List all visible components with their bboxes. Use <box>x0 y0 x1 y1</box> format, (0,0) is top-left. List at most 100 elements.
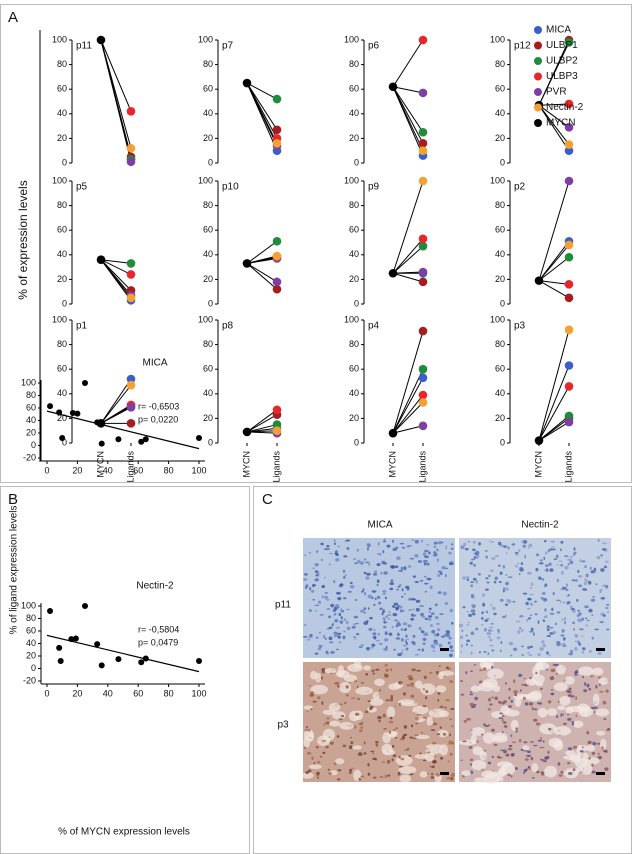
legend-label: MYCN <box>546 118 575 129</box>
point <box>418 127 428 137</box>
cell <box>424 555 429 558</box>
cell <box>403 566 407 571</box>
cell <box>431 629 436 634</box>
cell <box>460 694 463 696</box>
point <box>534 436 544 445</box>
cell <box>562 713 564 716</box>
cell <box>501 714 505 718</box>
cell <box>308 609 312 612</box>
cell <box>404 639 407 642</box>
subplot-title: p3 <box>514 321 526 332</box>
cell <box>563 755 580 760</box>
cell <box>445 567 449 570</box>
cell <box>372 776 377 779</box>
point <box>272 426 282 436</box>
cell <box>533 744 538 747</box>
point <box>82 380 88 386</box>
cell <box>343 630 346 633</box>
cell <box>544 756 549 760</box>
y-tick-label: 80 <box>26 613 36 623</box>
point <box>242 259 252 268</box>
point <box>418 326 428 336</box>
cell <box>303 573 308 576</box>
cell <box>476 740 479 743</box>
cell <box>341 609 345 613</box>
cell <box>577 570 580 573</box>
cell <box>343 555 348 558</box>
cell <box>349 581 353 584</box>
y-tick-label: 20 <box>349 133 359 143</box>
cell <box>338 718 343 720</box>
cell <box>485 610 489 614</box>
cell <box>445 699 450 702</box>
cell <box>303 736 311 748</box>
cell <box>396 621 401 624</box>
cell <box>487 652 490 655</box>
cell <box>366 572 371 576</box>
cell <box>523 677 526 680</box>
cell <box>460 644 464 648</box>
cell <box>421 648 424 652</box>
cell <box>356 633 360 636</box>
cell <box>505 753 510 757</box>
point <box>564 176 574 186</box>
cell <box>491 696 494 699</box>
cell <box>527 546 530 549</box>
cell <box>521 540 525 543</box>
cell <box>556 664 566 675</box>
cell <box>530 603 534 606</box>
cell <box>385 615 388 618</box>
cell <box>479 660 494 670</box>
connector <box>100 259 132 275</box>
cell <box>475 550 480 555</box>
cell <box>331 623 334 627</box>
cell <box>498 717 503 719</box>
cell <box>445 666 449 670</box>
cell <box>591 752 596 755</box>
cell <box>308 764 322 769</box>
cell <box>531 777 535 779</box>
y-tick-label: 60 <box>26 402 36 412</box>
cell <box>470 609 476 613</box>
cell <box>333 631 338 634</box>
cell <box>497 630 500 634</box>
cell <box>329 552 333 555</box>
cell <box>365 561 370 564</box>
scale-bar <box>440 772 449 775</box>
cell <box>311 589 315 593</box>
cell <box>413 614 417 617</box>
cell <box>596 555 601 560</box>
cell <box>460 651 463 654</box>
cell <box>508 687 511 691</box>
cell <box>537 620 540 624</box>
cell <box>369 698 384 706</box>
cell <box>391 758 394 762</box>
cell <box>414 716 419 721</box>
x-tick-label: MYCN <box>387 451 397 478</box>
point <box>564 411 574 421</box>
cell <box>484 588 489 591</box>
cell <box>512 600 516 603</box>
point <box>98 662 105 669</box>
cell <box>407 675 411 678</box>
cell <box>555 622 557 626</box>
cell <box>605 584 609 589</box>
cell <box>552 631 557 634</box>
cell <box>576 745 584 757</box>
cell <box>595 708 610 717</box>
cell <box>382 541 387 543</box>
connector <box>246 262 278 283</box>
annotation: p= 0,0479 <box>138 637 178 647</box>
cell <box>396 588 399 591</box>
y-tick-label: 20 <box>57 133 67 143</box>
cell <box>542 740 545 743</box>
cell <box>403 733 408 737</box>
cell <box>503 700 507 703</box>
cell <box>598 677 609 685</box>
cell <box>567 690 570 693</box>
cell <box>339 641 342 644</box>
cell <box>592 595 595 598</box>
y-tick-label: 100 <box>344 34 359 44</box>
cell <box>387 774 391 777</box>
cell <box>340 622 343 624</box>
